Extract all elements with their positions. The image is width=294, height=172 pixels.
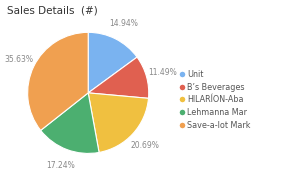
- Text: 35.63%: 35.63%: [4, 55, 33, 64]
- Text: 14.94%: 14.94%: [109, 19, 138, 28]
- Wedge shape: [41, 93, 99, 153]
- Text: 11.49%: 11.49%: [148, 68, 177, 77]
- Wedge shape: [88, 93, 148, 152]
- Wedge shape: [88, 57, 149, 98]
- Wedge shape: [28, 32, 88, 130]
- Text: Sales Details  (#): Sales Details (#): [7, 5, 98, 15]
- Text: 20.69%: 20.69%: [131, 141, 160, 150]
- Wedge shape: [88, 32, 137, 93]
- Text: 17.24%: 17.24%: [46, 161, 75, 170]
- Legend: Unit, B’s Beverages, HILARÍON-Aba, Lehmanna Mar, Save-a-lot Mark: Unit, B’s Beverages, HILARÍON-Aba, Lehma…: [181, 70, 250, 130]
